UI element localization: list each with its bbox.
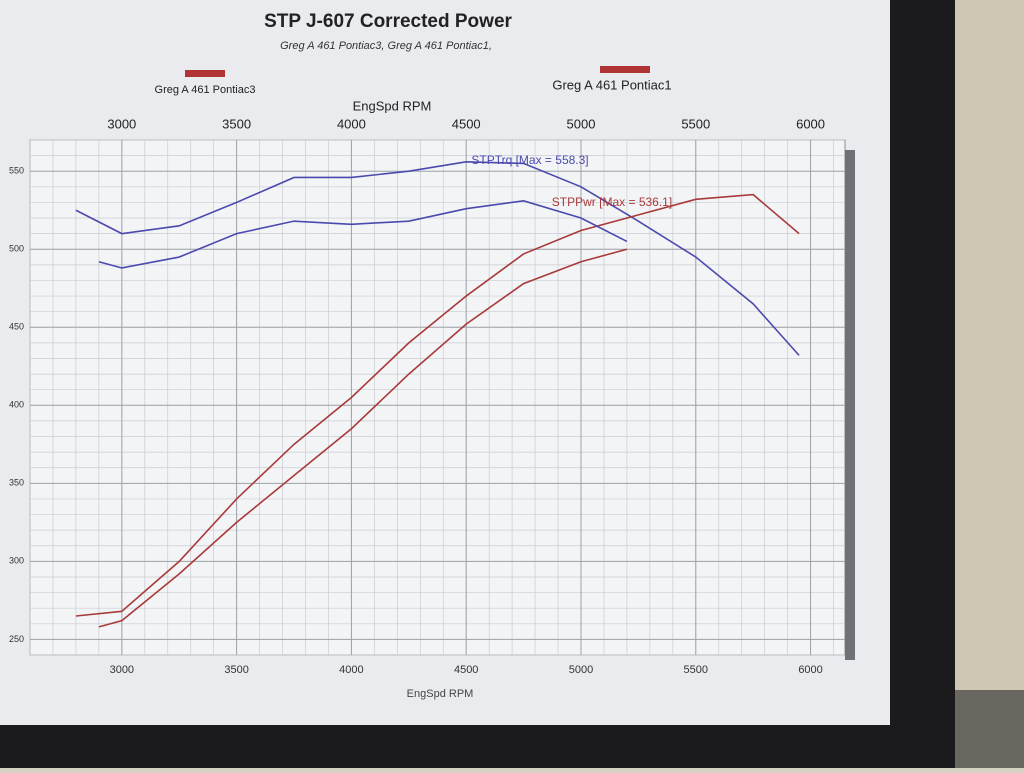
x-tick-label: 6000: [796, 116, 825, 131]
legend-label: Greg A 461 Pontiac1: [552, 77, 671, 92]
x-tick-label: 3500: [222, 116, 251, 131]
x-tick-label-bottom: 4000: [339, 664, 363, 676]
torque-line: [75, 161, 800, 356]
x-tick-label-bottom: 5000: [569, 664, 593, 676]
y-tick-label: 450: [9, 322, 24, 332]
plot-shadow: [845, 150, 855, 660]
x-tick-label: 5000: [567, 116, 596, 131]
y-tick-label: 250: [9, 634, 24, 644]
y-tick-label: 350: [9, 478, 24, 488]
torque-line: [98, 200, 628, 269]
x-tick-label: 4500: [452, 116, 481, 131]
plot-area: [29, 139, 846, 656]
annotation: STPPwr [Max = 536.1]: [552, 195, 672, 209]
x-tick-label: 3000: [107, 116, 136, 131]
legend-swatch: [600, 66, 650, 73]
y-tick-label: 400: [9, 400, 24, 410]
y-tick-label: 550: [9, 166, 24, 176]
power-line: [98, 248, 628, 628]
x-tick-label: 5500: [681, 116, 710, 131]
chart-title: STP J-607 Corrected Power: [264, 11, 512, 32]
legend-swatch: [185, 70, 225, 77]
annotation: STPTrq [Max = 558.3]: [471, 153, 588, 167]
y-tick-label: 500: [9, 244, 24, 254]
x-tick-label-bottom: 6000: [798, 664, 822, 676]
x-tick-label-bottom: 5500: [684, 664, 708, 676]
chart-subtitle: Greg A 461 Pontiac3, Greg A 461 Pontiac1…: [280, 40, 492, 52]
x-tick-label-bottom: 4500: [454, 664, 478, 676]
power-line: [75, 193, 800, 617]
x-tick-label-bottom: 3000: [110, 664, 134, 676]
y-tick-label: 300: [9, 556, 24, 566]
x-tick-label-bottom: 3500: [224, 664, 248, 676]
x-axis-label: EngSpd RPM: [353, 98, 432, 113]
x-tick-label: 4000: [337, 116, 366, 131]
legend-label: Greg A 461 Pontiac3: [155, 84, 256, 96]
x-axis-label-bottom: EngSpd RPM: [407, 688, 474, 700]
